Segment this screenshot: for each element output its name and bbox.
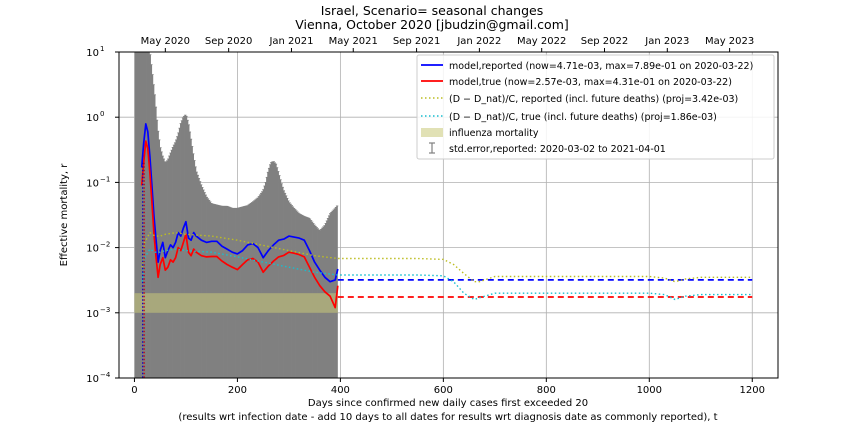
y-tick-exponent: 0 — [100, 110, 104, 118]
legend-label-proj-true: (D − D_nat)/C, true (incl. future deaths… — [449, 112, 717, 123]
x-tick-label: 1000 — [637, 385, 662, 396]
x-tick-label: 800 — [537, 385, 556, 396]
top-tick-label: Jan 2021 — [268, 36, 313, 47]
top-tick-label: May 2021 — [329, 36, 378, 47]
legend-swatch-influenza — [421, 128, 443, 137]
x-axis-ticks: 0 200 400 600 800 1000 1200 — [131, 378, 765, 396]
legend-label-true: model,true (now=2.57e-03, max=4.31e-01 o… — [449, 77, 732, 88]
top-tick-label: Jan 2022 — [456, 36, 501, 47]
y-tick-label: 10 — [86, 374, 99, 385]
x-axis-label-secondary: (results wrt infection date - add 10 day… — [178, 412, 717, 423]
legend-label-reported: model,reported (now=4.71e-03, max=7.89e-… — [449, 61, 753, 72]
y-tick-label: 10 — [86, 178, 99, 189]
series-line-1 — [140, 140, 339, 309]
series-line-5 — [141, 248, 753, 301]
legend-label-proj-reported: (D − D_nat)/C, reported (incl. future de… — [449, 94, 738, 105]
top-tick-label: May 2020 — [141, 36, 190, 47]
top-tick-label: Sep 2022 — [581, 36, 628, 47]
legend-swatch-stderr — [429, 142, 435, 154]
top-tick-label: Sep 2021 — [393, 36, 440, 47]
series-line-0 — [140, 123, 339, 283]
top-tick-label: Sep 2020 — [205, 36, 252, 47]
x-tick-label: 1200 — [740, 385, 765, 396]
y-tick-exponent: −2 — [100, 241, 110, 249]
plot-frame — [118, 51, 779, 379]
series-lines — [140, 123, 753, 309]
x-axis-label: Days since confirmed new daily cases fir… — [308, 398, 588, 409]
top-tick-label: May 2022 — [517, 36, 566, 47]
top-tick-label: Jan 2023 — [644, 36, 689, 47]
start-markers — [142, 162, 145, 378]
legend: model,reported (now=4.71e-03, max=7.89e-… — [416, 54, 775, 160]
legend-label-influenza: influenza mortality — [449, 128, 539, 139]
y-tick-label: 10 — [86, 48, 99, 59]
y-tick-exponent: −1 — [100, 175, 110, 183]
legend-label-stderr: std.error,reported: 2020-03-02 to 2021-0… — [449, 144, 666, 155]
y-tick-label: 10 — [86, 244, 99, 255]
x-tick-label: 400 — [331, 385, 350, 396]
y-tick-exponent: 1 — [100, 45, 104, 53]
y-tick-exponent: −4 — [100, 371, 111, 379]
legend-box — [416, 54, 775, 160]
x-tick-label: 600 — [434, 385, 453, 396]
x-tick-label: 200 — [228, 385, 247, 396]
y-tick-label: 10 — [86, 113, 99, 124]
y-axis-label: Effective mortality, r — [59, 163, 70, 267]
series-line-4 — [141, 231, 753, 283]
chart-subtitle: Vienna, October 2020 [jbudzin@gmail.com] — [295, 17, 569, 32]
y-tick-label: 10 — [86, 309, 99, 320]
x-tick-label: 0 — [131, 385, 137, 396]
top-axis-ticks: May 2020 Sep 2020 Jan 2021 May 2021 Sep 2021… — [141, 36, 754, 52]
chart-title: Israel, Scenario= seasonal changes — [321, 3, 543, 18]
y-tick-exponent: −3 — [100, 306, 110, 314]
top-tick-label: May 2023 — [705, 36, 754, 47]
bands — [134, 52, 339, 378]
influenza-band — [134, 293, 338, 313]
